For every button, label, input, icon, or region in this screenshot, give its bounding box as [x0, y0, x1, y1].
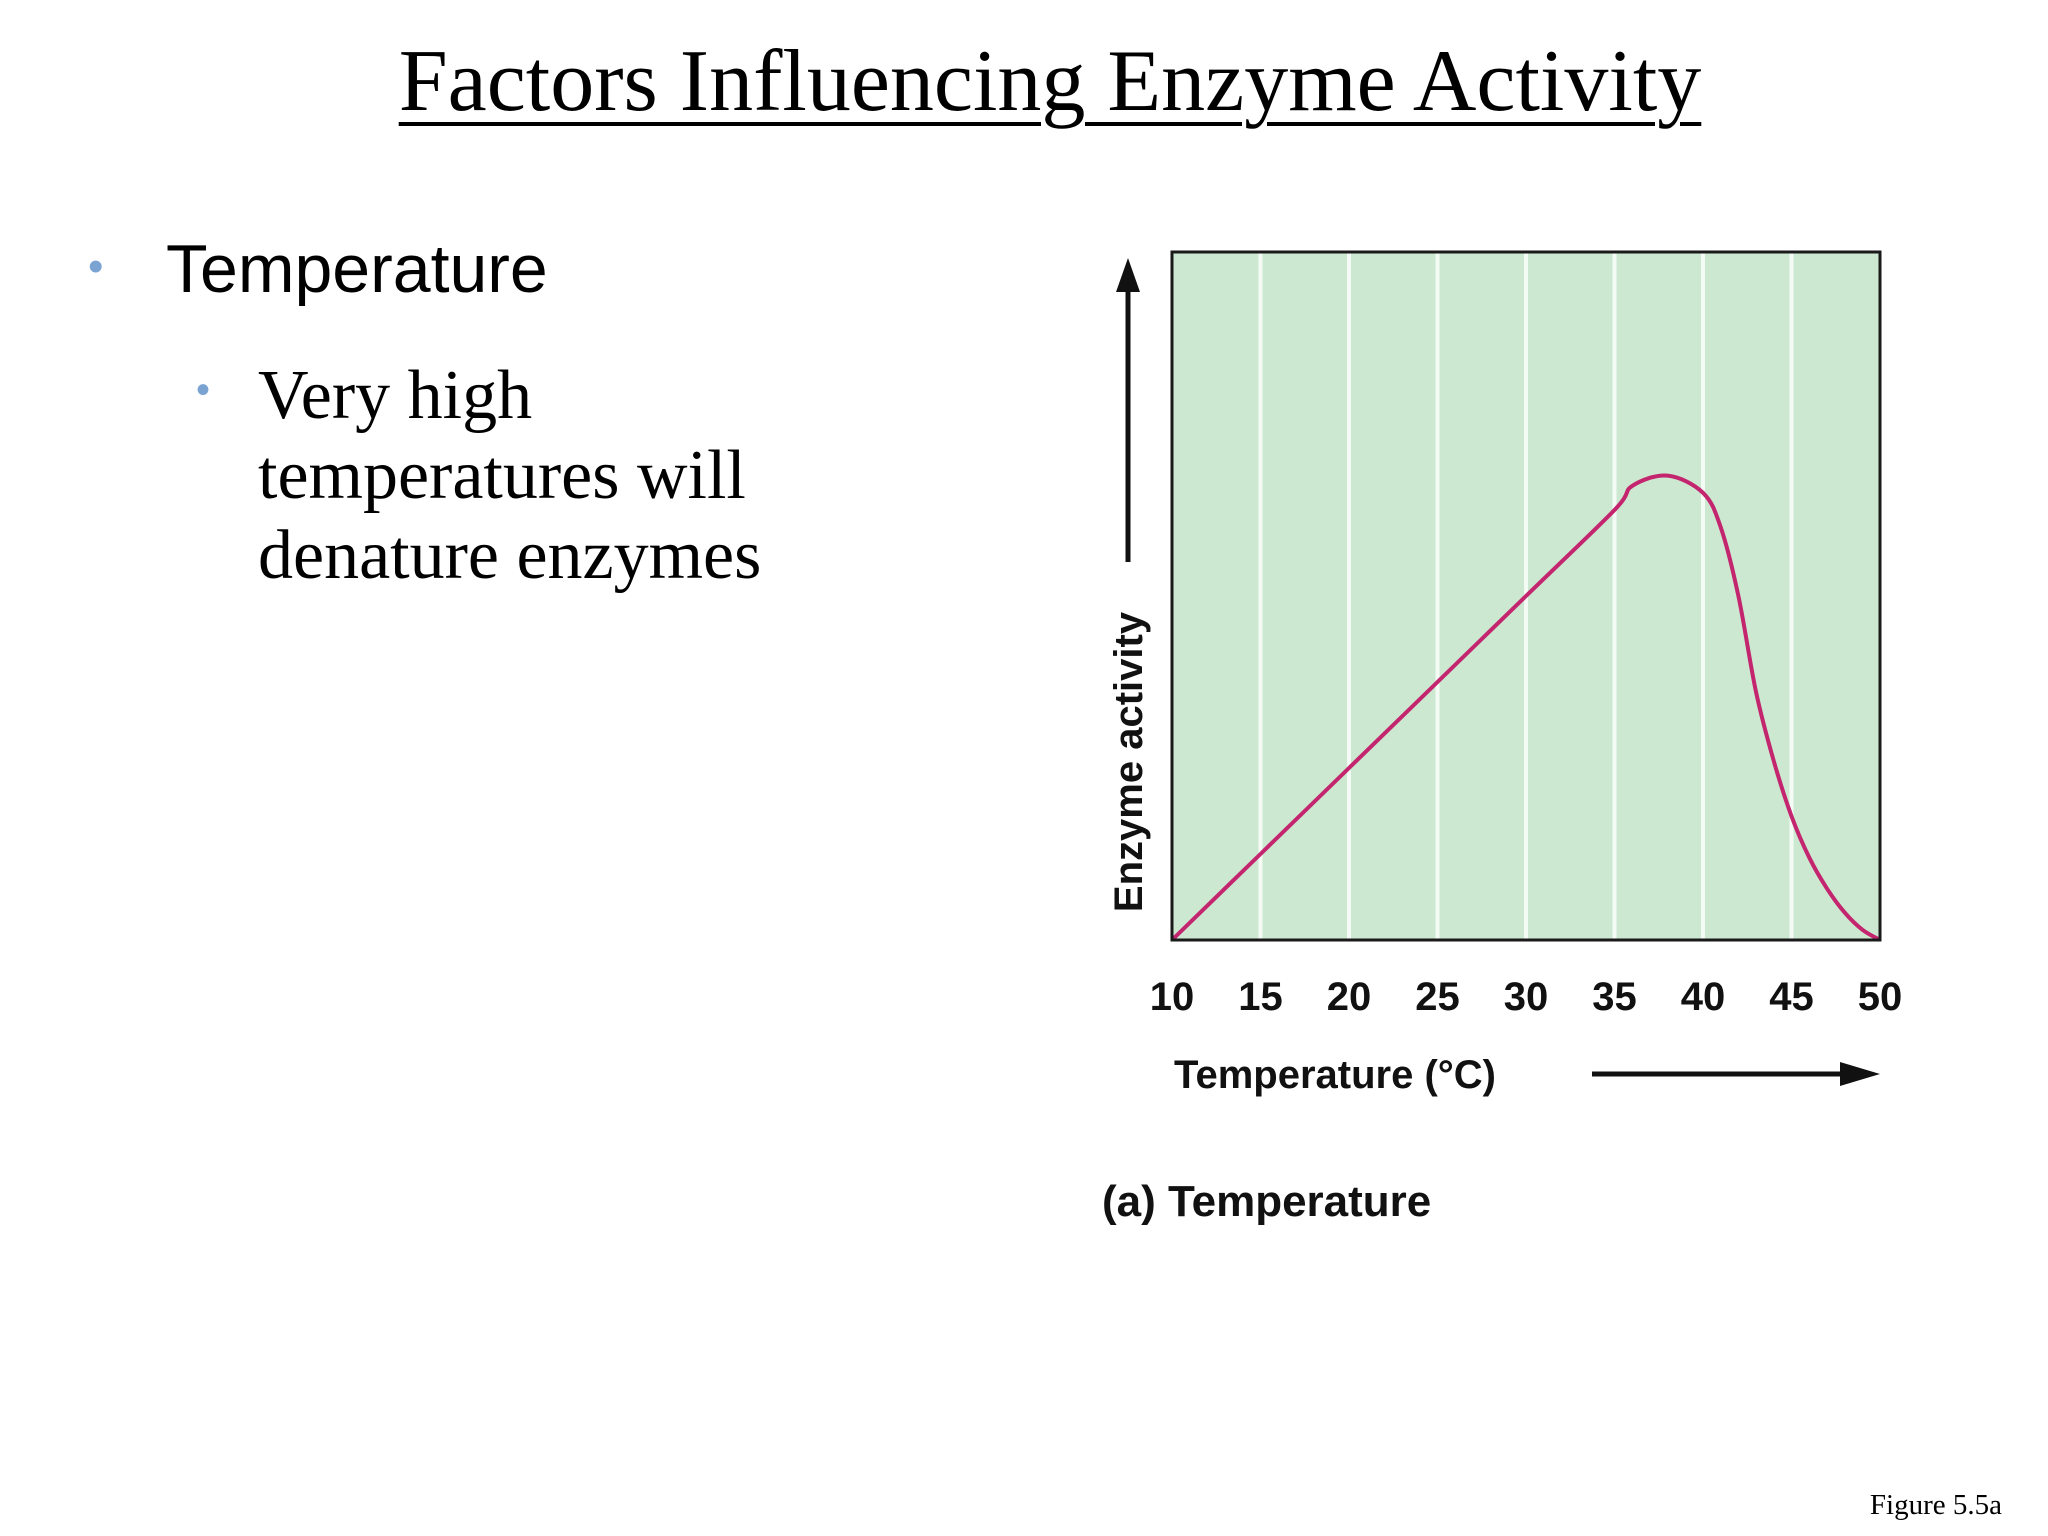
grid-lines [1258, 252, 1794, 940]
slide-title: Factors Influencing Enzyme Activity [398, 33, 1702, 130]
y-axis-title: Enzyme activity [1107, 611, 1151, 912]
x-tick-label: 35 [1592, 975, 1637, 1019]
x-axis-arrow-icon [1592, 1062, 1880, 1086]
x-tick-label: 10 [1150, 975, 1195, 1019]
activity-curve [1170, 473, 1882, 942]
x-tick-label: 45 [1769, 975, 1814, 1019]
x-tick-labels: 10 15 20 25 30 35 40 45 50 [1150, 975, 1903, 1019]
figure-label: Figure 5.5a [1869, 1489, 2002, 1521]
x-tick-label: 50 [1858, 975, 1903, 1019]
x-tick-label: 30 [1504, 975, 1549, 1019]
x-tick-label: 40 [1681, 975, 1726, 1019]
x-axis-title: Temperature (°C) [1174, 1053, 1496, 1097]
enzyme-activity-chart: 10 15 20 25 30 35 40 45 50 Enzyme activity Tempe… [1102, 250, 1903, 1226]
plot-frame [1170, 250, 1882, 942]
x-tick-label: 25 [1415, 975, 1460, 1019]
y-axis-arrow-icon [1116, 258, 1140, 562]
x-tick-label: 15 [1238, 975, 1283, 1019]
sub-bullet-dot-icon: • [196, 368, 211, 412]
bullet-dot-icon: • [88, 242, 104, 291]
x-tick-label: 20 [1327, 975, 1372, 1019]
panel-caption: (a) Temperature [1102, 1177, 1431, 1226]
bullet-temperature: Temperature [166, 231, 548, 307]
sub-bullet-denature: Very high temperatures will denature enz… [258, 357, 762, 594]
